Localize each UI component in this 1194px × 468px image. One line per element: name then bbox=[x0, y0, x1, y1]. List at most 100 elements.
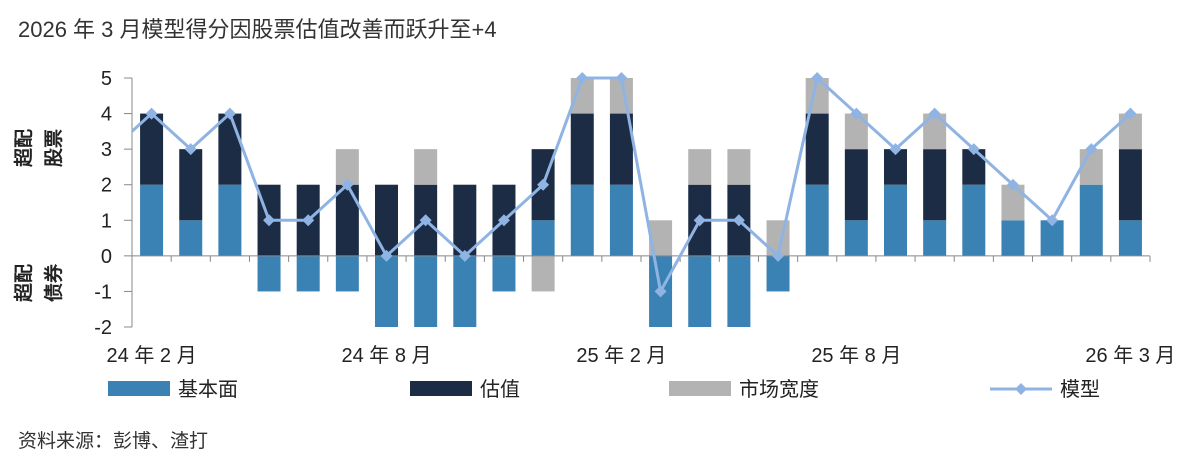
bar-fundamental bbox=[727, 255, 751, 327]
model-point bbox=[693, 214, 706, 227]
x-tick-label: 25 年 8 月 bbox=[811, 344, 901, 367]
model-point bbox=[967, 143, 980, 156]
bar-breadth bbox=[923, 113, 947, 150]
bar-valuation bbox=[179, 149, 203, 221]
chart-title: 2026 年 3 月模型得分因股票估值改善而跃升至+4 bbox=[18, 17, 497, 42]
y-tick-label: 1 bbox=[101, 210, 112, 232]
bar-fundamental bbox=[923, 220, 947, 256]
bar-fundamental bbox=[766, 255, 790, 292]
bar-valuation bbox=[884, 149, 907, 185]
x-tick-label: 24 年 8 月 bbox=[341, 344, 431, 367]
bar-fundamental bbox=[805, 184, 829, 256]
bar-fundamental bbox=[296, 255, 320, 292]
model-point bbox=[145, 107, 158, 120]
bar-fundamental bbox=[140, 184, 164, 256]
bar-fundamental bbox=[414, 255, 438, 327]
x-axis-ticks: 24 年 2 月 24 年 8 月 25 年 2 月 25 年 8 月 26 年 3 月 bbox=[107, 255, 1175, 367]
y-tick-label: -1 bbox=[94, 281, 112, 303]
model-point bbox=[889, 143, 902, 156]
bar-breadth bbox=[727, 149, 751, 185]
model-line-group bbox=[130, 72, 1137, 298]
bar-valuation bbox=[805, 113, 829, 185]
y-tick-label: 0 bbox=[101, 246, 112, 268]
model-point bbox=[1085, 143, 1098, 156]
model-point bbox=[537, 178, 550, 191]
bar-fundamental bbox=[609, 184, 633, 256]
bar-valuation bbox=[962, 149, 986, 185]
model-point bbox=[1006, 178, 1019, 191]
bar-breadth bbox=[1118, 113, 1142, 150]
side-label-bottom-1: 超配 bbox=[12, 264, 35, 303]
bar-valuation bbox=[453, 184, 477, 256]
model-point bbox=[615, 72, 628, 84]
y-tick-label: -2 bbox=[94, 317, 112, 339]
y-tick-label: 3 bbox=[101, 139, 112, 161]
model-point bbox=[184, 143, 197, 156]
y-tick-label: 4 bbox=[101, 104, 112, 126]
side-label-top-1: 超配 bbox=[12, 129, 35, 168]
model-point bbox=[811, 72, 824, 84]
bar-valuation bbox=[218, 113, 242, 185]
bar-fundamental bbox=[570, 184, 594, 256]
x-tick-label: 25 年 2 月 bbox=[576, 344, 666, 367]
bar-fundamental bbox=[531, 220, 555, 256]
source-note: 资料来源：彭博、渣打 bbox=[18, 431, 209, 452]
bar-valuation bbox=[923, 149, 947, 221]
bar-breadth bbox=[649, 220, 673, 256]
side-label-top-2: 股票 bbox=[43, 129, 65, 167]
legend-marker-model bbox=[1015, 383, 1027, 395]
model-point bbox=[732, 214, 745, 227]
model-point bbox=[223, 107, 236, 120]
model-point bbox=[458, 249, 471, 262]
bar-fundamental bbox=[844, 220, 868, 256]
bar-valuation bbox=[609, 113, 633, 185]
legend-label-valuation: 估值 bbox=[480, 378, 520, 401]
bar-valuation bbox=[844, 149, 868, 221]
model-point bbox=[380, 249, 393, 262]
bar-breadth bbox=[414, 149, 438, 185]
model-point bbox=[772, 249, 785, 262]
bar-fundamental bbox=[688, 255, 712, 327]
model-point bbox=[419, 214, 432, 227]
bar-breadth bbox=[335, 149, 359, 185]
bar-breadth bbox=[570, 78, 594, 114]
bar-fundamental bbox=[884, 184, 907, 256]
bar-fundamental bbox=[375, 255, 398, 327]
y-axis-ticks: -2 -1 0 1 2 3 4 5 bbox=[94, 68, 133, 339]
model-point bbox=[263, 214, 276, 227]
model-point bbox=[1124, 107, 1137, 120]
model-point bbox=[1046, 214, 1059, 227]
bar-breadth bbox=[688, 149, 712, 185]
bar-group bbox=[140, 78, 1142, 327]
legend: 基本面 估值 市场宽度 模型 bbox=[108, 378, 1100, 401]
y-tick-label: 2 bbox=[101, 175, 112, 197]
bar-fundamental bbox=[1079, 184, 1103, 256]
legend-swatch-breadth bbox=[669, 381, 731, 396]
bar-valuation bbox=[375, 184, 398, 256]
model-point bbox=[497, 214, 510, 227]
bar-valuation bbox=[140, 113, 164, 185]
legend-swatch-fundamental bbox=[108, 381, 170, 396]
bar-breadth bbox=[1001, 184, 1025, 221]
bar-fundamental bbox=[335, 255, 359, 292]
bar-fundamental bbox=[179, 220, 203, 256]
bar-fundamental bbox=[453, 255, 477, 327]
model-point bbox=[654, 285, 667, 298]
x-tick-label: 26 年 3 月 bbox=[1085, 344, 1175, 367]
model-point bbox=[302, 214, 315, 227]
bar-valuation bbox=[335, 184, 359, 256]
bar-fundamental bbox=[1118, 220, 1142, 256]
legend-swatch-valuation bbox=[410, 381, 472, 396]
bar-fundamental bbox=[257, 255, 281, 292]
legend-label-breadth: 市场宽度 bbox=[739, 378, 819, 401]
bar-fundamental bbox=[1040, 220, 1064, 256]
bar-fundamental bbox=[1001, 220, 1025, 256]
bar-fundamental bbox=[962, 184, 986, 256]
model-point bbox=[576, 72, 589, 84]
model-point bbox=[928, 107, 941, 120]
bar-valuation bbox=[570, 113, 594, 185]
x-tick-label: 24 年 2 月 bbox=[107, 344, 197, 367]
bar-breadth bbox=[844, 113, 868, 150]
model-point bbox=[341, 178, 354, 191]
